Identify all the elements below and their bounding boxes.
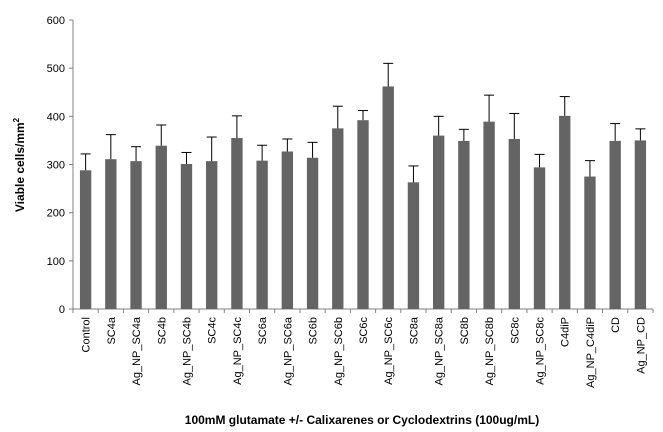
- x-tick-label: Ag_NP_CD: [635, 317, 647, 374]
- x-tick-label: CD: [610, 317, 622, 333]
- x-tick-label: Ag_NP_SC4c: [232, 317, 244, 385]
- x-tick-label: SC6a: [257, 316, 269, 344]
- bar: [609, 140, 621, 309]
- bar: [533, 167, 546, 309]
- y-tick-label: 500: [47, 63, 65, 75]
- x-tick-label: SC4b: [156, 317, 168, 345]
- y-tick-label: 200: [47, 208, 65, 220]
- y-axis-title-text: Viable cells/mm: [13, 122, 27, 212]
- bar: [130, 161, 142, 309]
- bar: [206, 161, 218, 309]
- y-tick-label: 600: [47, 15, 65, 27]
- y-tick-label: 400: [47, 111, 65, 123]
- bar: [79, 170, 92, 309]
- x-tick-label: SC8c: [509, 317, 521, 344]
- bar: [458, 140, 470, 309]
- x-tick-label: Ag_NP_SC6b: [333, 317, 345, 386]
- bar: [155, 145, 167, 309]
- x-tick-label: SC4a: [106, 316, 118, 344]
- y-ticks: 0 100 200 300 400 500 600: [47, 15, 73, 316]
- x-tick-label: Ag_NP_SC8b: [484, 317, 496, 386]
- x-tick-label: Ag_NP_C4diP: [585, 317, 597, 388]
- bar: [559, 115, 571, 309]
- y-axis: 0 100 200 300 400 500 600: [47, 15, 74, 316]
- bars: [79, 86, 647, 309]
- x-axis: Control SC4a Ag_NP_SC4a SC4b Ag_NP_SC4b SC4c A…: [72, 308, 654, 388]
- bar: [483, 121, 495, 309]
- bar: [306, 157, 319, 309]
- error-bars: [80, 62, 646, 183]
- y-axis-title-superscript: 2: [12, 117, 21, 122]
- x-axis-title: 100mM glutamate +/- Calixarenes or Cyclo…: [185, 413, 539, 427]
- x-tick-label: C4diP: [560, 317, 572, 347]
- y-tick-label: 100: [47, 256, 65, 268]
- x-tick-label: Ag_NP_SC8c: [535, 317, 547, 385]
- y-axis-title: Viable cells/mm2: [12, 117, 27, 212]
- bar: [357, 120, 369, 309]
- bar: [231, 138, 243, 309]
- y-tick-label: 300: [47, 160, 65, 172]
- bar: [432, 135, 445, 309]
- bar: [508, 138, 520, 309]
- x-tick-label: SC8a: [408, 316, 420, 344]
- x-tick-label: Ag_NP_SC4a: [131, 316, 143, 385]
- x-ticks: Control SC4a Ag_NP_SC4a SC4b Ag_NP_SC4b SC4c A…: [72, 309, 654, 388]
- y-tick-label: 0: [59, 304, 65, 316]
- x-tick-label: SC8b: [459, 317, 471, 345]
- bar: [407, 182, 420, 309]
- x-tick-label: Ag_NP_SC6a: [282, 316, 294, 385]
- x-tick-label: SC6c: [358, 317, 370, 344]
- bar: [281, 151, 294, 309]
- bar: [180, 164, 193, 309]
- x-tick-label: SC4c: [207, 317, 219, 344]
- x-tick-label: Ag_NP_SC6c: [383, 317, 395, 385]
- bar: [634, 140, 647, 309]
- x-tick-label: Ag_NP_SC4b: [181, 317, 193, 386]
- x-tick-label: SC6b: [308, 317, 320, 345]
- bar: [584, 176, 596, 309]
- bar: [332, 128, 344, 309]
- bar: [105, 159, 117, 309]
- x-tick-label: Control: [81, 317, 93, 352]
- bar: [382, 86, 394, 309]
- x-tick-label: Ag_NP_SC8a: [434, 316, 446, 385]
- bar: [256, 160, 268, 309]
